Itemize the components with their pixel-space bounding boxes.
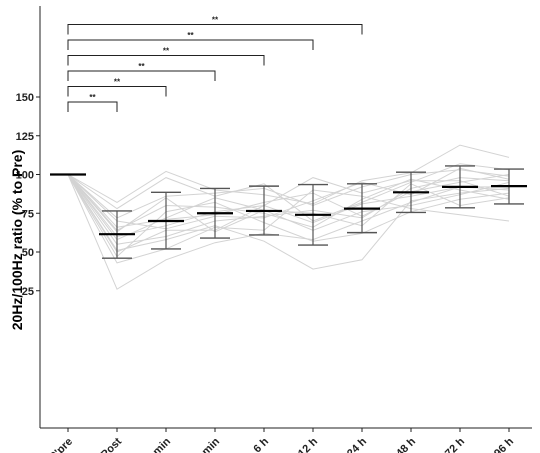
x-tick-label: 0'pre (48, 436, 75, 453)
significance-bracket (67, 39, 314, 50)
x-tick-label: 24 h (345, 435, 369, 453)
individual-line-2 (67, 144, 510, 205)
significance-bracket (67, 86, 167, 97)
individual-line-9 (67, 174, 510, 264)
significance-label: ** (187, 31, 194, 40)
significance-label: ** (89, 93, 96, 102)
individual-line-8 (67, 174, 510, 241)
individual-lines (67, 144, 510, 290)
x-tick-label: 45 min (140, 435, 173, 453)
x-axis: 0'pre Post 45 min 90 min 6 h 12 h 24 h 48 h 72 h… (40, 427, 532, 453)
significance-label: ** (138, 62, 145, 71)
y-tick-label: 100 (16, 170, 34, 182)
y-axis: 25 50 75 100 125 150 (16, 6, 41, 428)
individual-line-14 (67, 174, 510, 245)
x-tick-label: 48 h (394, 435, 418, 453)
significance-brackets: ** ** ** ** ** ** (67, 16, 363, 112)
x-tick-label: 96 h (492, 435, 516, 453)
individual-line-3 (67, 167, 510, 230)
individual-line-10 (67, 174, 510, 238)
significance-label: ** (212, 16, 219, 25)
x-tick-label: 6 h (251, 435, 271, 453)
x-tick-label: 72 h (443, 435, 467, 453)
individual-line-12 (67, 174, 510, 228)
x-tick-label: 90 min (189, 435, 222, 453)
significance-label: ** (114, 78, 121, 87)
y-tick-label: 25 (22, 286, 34, 298)
y-axis-title: 20Hz/100Hz ratio (% to Pre) (9, 150, 25, 331)
y-tick-label: 50 (22, 247, 34, 259)
error-bars (50, 165, 527, 259)
significance-bracket (67, 55, 265, 66)
x-tick-label: 12 h (296, 435, 320, 453)
y-tick-label: 150 (16, 92, 34, 104)
y-tick-label: 75 (22, 208, 34, 220)
x-tick-label: Post (99, 435, 125, 453)
individual-line-5 (67, 163, 510, 222)
significance-bracket (67, 70, 216, 81)
individual-line-11 (67, 174, 510, 258)
significance-label: ** (163, 47, 170, 56)
significance-bracket (67, 101, 118, 112)
individual-line-7 (67, 174, 510, 270)
individual-line-4 (67, 174, 510, 253)
individual-line-15 (67, 174, 510, 231)
significance-bracket (67, 24, 363, 35)
individual-line-13 (67, 169, 510, 219)
y-tick-label: 125 (16, 131, 34, 143)
